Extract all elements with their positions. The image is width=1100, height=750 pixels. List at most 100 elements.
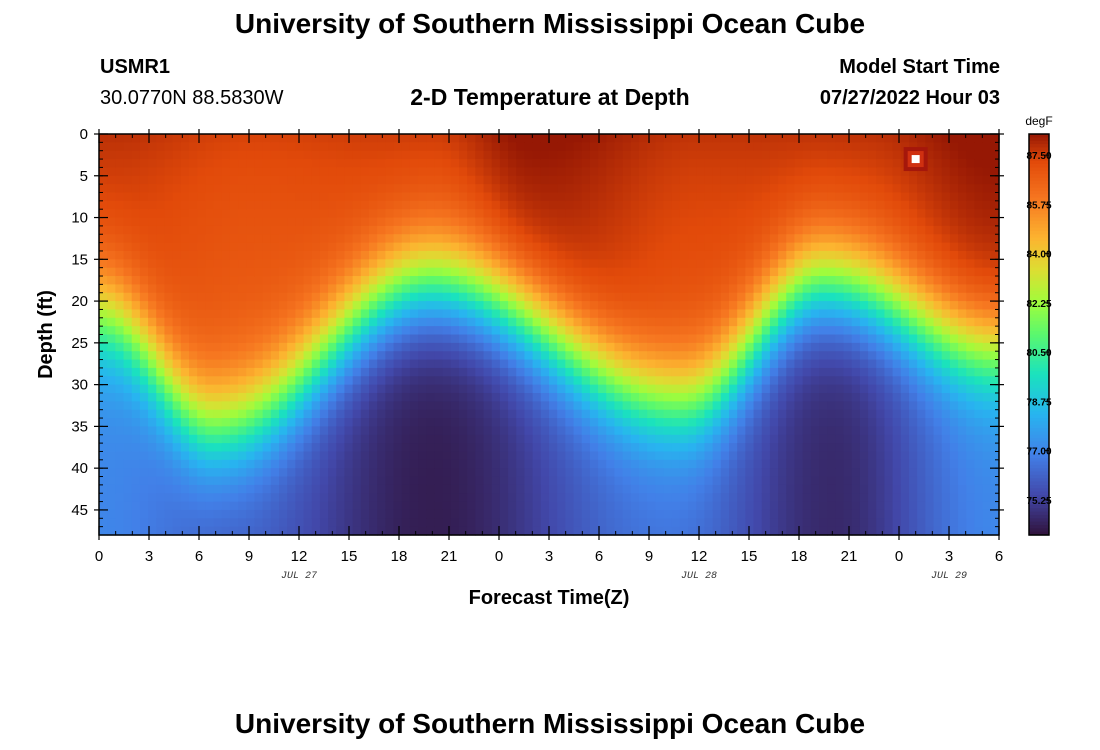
heatmap-cell [303,326,313,336]
heatmap-cell [295,150,305,160]
heatmap-cell [581,518,591,528]
heatmap-cell [704,209,714,219]
heatmap-cell [123,367,133,377]
heatmap-cell [794,493,804,503]
heatmap-cell [532,509,542,519]
heatmap-cell [99,392,108,402]
heatmap-cell [688,184,697,194]
heatmap-cell [442,134,452,143]
heatmap-cell [573,334,583,344]
heatmap-cell [753,509,763,519]
heatmap-cell [352,284,362,294]
heatmap-cell [598,259,607,269]
heatmap-cell [524,150,534,160]
heatmap-cell [328,367,337,377]
heatmap-cell [99,367,108,377]
heatmap-cell [246,142,256,152]
heatmap-cell [246,509,256,519]
heatmap-cell [622,384,632,394]
heatmap-cell [238,184,247,194]
heatmap-cell [720,501,730,511]
heatmap-cell [229,192,239,202]
heatmap-cell [557,434,566,444]
heatmap-cell [164,443,174,453]
heatmap-cell [115,284,125,294]
heatmap-cell [810,434,820,444]
heatmap-cell [475,184,485,194]
heatmap-cell [319,426,329,436]
heatmap-cell [630,476,640,486]
heatmap-cell [491,376,501,386]
heatmap-cell [156,392,166,402]
heatmap-cell [336,526,346,536]
heatmap-cell [589,418,599,427]
heatmap-cell [156,309,166,319]
heatmap-cell [99,484,108,494]
heatmap-cell [892,476,902,486]
heatmap-cell [311,175,321,185]
heatmap-cell [622,409,632,419]
heatmap-cell [172,426,182,436]
heatmap-cell [516,418,526,427]
heatmap-cell [385,267,395,277]
heatmap-cell [655,192,665,202]
heatmap-cell [409,384,419,394]
heatmap-cell [123,326,133,336]
heatmap-cell [843,167,853,177]
heatmap-cell [450,209,460,219]
heatmap-cell [712,342,722,352]
heatmap-cell [761,509,771,519]
heatmap-cell [270,409,280,419]
heatmap-cell [180,468,190,478]
heatmap-cell [819,359,828,369]
heatmap-cell [303,142,313,152]
heatmap-cell [508,334,517,344]
heatmap-cell [262,334,272,344]
heatmap-cell [508,267,517,277]
heatmap-cell [835,518,845,528]
heatmap-cell [197,351,206,361]
heatmap-cell [516,225,526,235]
heatmap-cell [172,134,182,143]
heatmap-cell [549,401,558,411]
heatmap-cell [540,493,550,503]
heatmap-cell [434,476,444,486]
heatmap-cell [385,284,395,294]
heatmap-cell [892,409,902,419]
heatmap-cell [270,501,280,511]
heatmap-cell [737,200,746,210]
heatmap-cell [786,192,796,202]
heatmap-cell [827,351,836,361]
heatmap-cell [475,259,485,269]
heatmap-cell [270,484,280,494]
heatmap-cell [295,259,305,269]
heatmap-cell [344,418,354,427]
heatmap-cell [917,276,926,285]
heatmap-cell [475,476,485,486]
heatmap-cell [352,267,362,277]
heatmap-cell [483,150,493,160]
heatmap-cell [287,392,296,402]
heatmap-cell [483,292,493,302]
heatmap-cell [516,518,526,528]
heatmap-cell [851,276,861,285]
heatmap-cell [712,276,722,285]
heatmap-cell [377,501,386,511]
heatmap-cell [917,175,926,185]
heatmap-cell [909,317,918,327]
heatmap-cell [876,267,886,277]
heatmap-cell [630,292,640,302]
heatmap-cell [123,426,133,436]
heatmap-cell [172,150,182,160]
heatmap-cell [123,242,133,252]
heatmap-cell [139,284,149,294]
heatmap-cell [295,468,305,478]
heatmap-cell [663,351,673,361]
heatmap-cell [377,493,386,503]
heatmap-cell [319,134,329,143]
heatmap-cell [426,200,436,210]
heatmap-cell [827,418,836,427]
heatmap-cell [377,150,386,160]
heatmap-cell [303,209,313,219]
heatmap-cell [851,234,861,244]
